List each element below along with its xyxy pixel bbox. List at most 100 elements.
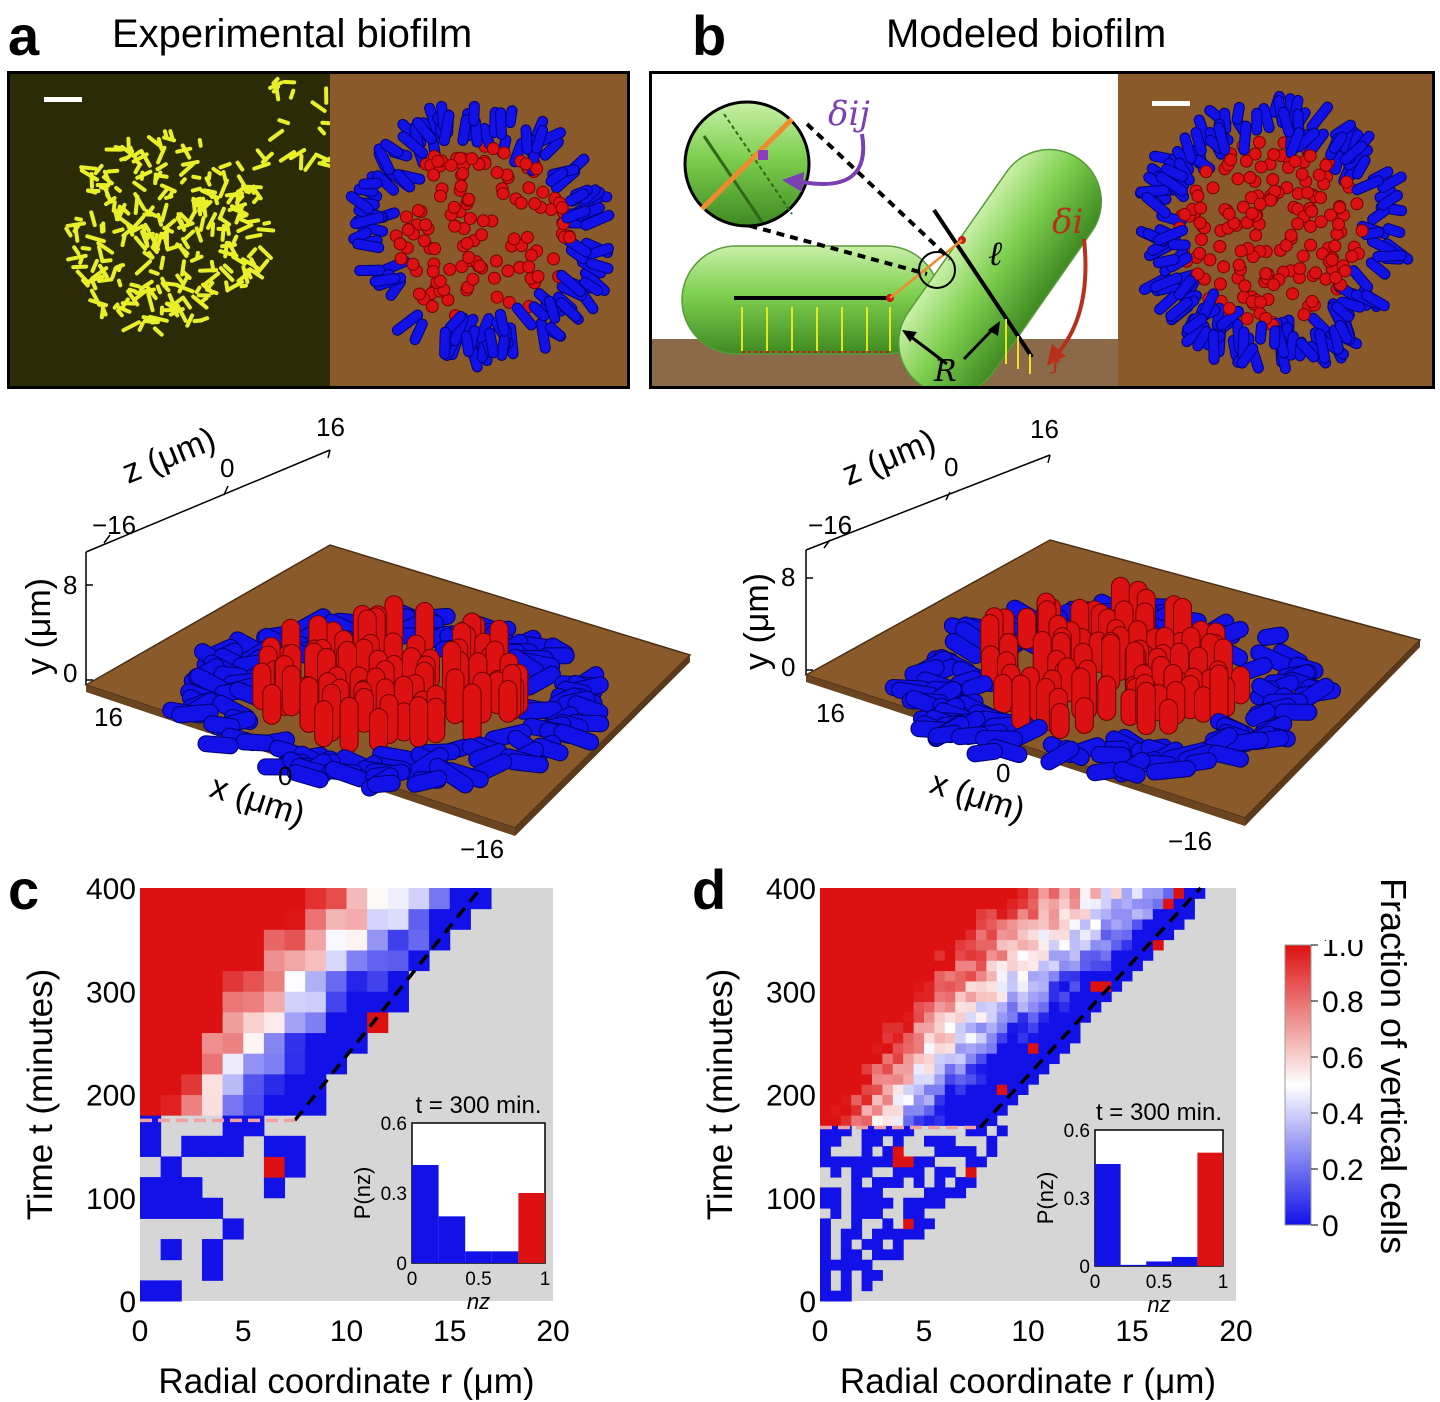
horizontal-cell-topview <box>585 257 614 274</box>
heatmap-cell <box>892 1104 904 1116</box>
heatmap-cell <box>934 888 946 899</box>
heatmap-cell <box>934 1084 946 1095</box>
heatmap-cell <box>284 929 306 951</box>
inset-y-label: P(nz) <box>350 1167 375 1220</box>
heatmap-cell <box>1100 939 1112 951</box>
x-tick-label: 20 <box>1219 1315 1252 1348</box>
heatmap-cell <box>861 1084 873 1095</box>
heatmap-cell <box>1080 970 1091 982</box>
x-tick-label: 0 <box>812 1315 829 1348</box>
x-axis-label: Radial coordinate r (μm) <box>840 1362 1216 1400</box>
heatmap-cell <box>243 1032 265 1054</box>
heatmap-cell <box>1007 929 1019 941</box>
heatmap-cell <box>830 980 842 992</box>
heatmap-cell <box>1007 1094 1019 1106</box>
heatmap-cell <box>181 908 203 930</box>
heatmap-cell <box>1069 929 1081 941</box>
y-axis-label-b: y (μm) <box>738 573 776 670</box>
y-axis-label: Time t (minutes) <box>21 969 60 1221</box>
heatmap-cell <box>160 1280 182 1302</box>
vertical-cell-topview <box>1253 197 1267 211</box>
inset-title: t = 300 min. <box>415 1092 541 1119</box>
heatmap-cell <box>882 939 894 951</box>
heatmap-cell <box>944 1042 956 1054</box>
vertical-cell-topview <box>1309 266 1323 280</box>
heatmap-cell <box>955 1187 967 1199</box>
heatmap-cell <box>903 970 915 982</box>
label-R: R <box>934 354 957 389</box>
heatmap-cell <box>872 898 883 910</box>
heatmap-cell <box>201 1135 224 1157</box>
heatmap-cell <box>965 1022 977 1034</box>
heatmap-cell <box>140 970 162 992</box>
horizontal-cell-topview <box>1336 296 1366 313</box>
horizontal-cell-topview <box>1382 223 1406 238</box>
vertical-cell-topview <box>1266 173 1280 187</box>
fluorescent-cell <box>155 284 163 295</box>
fluorescent-cell <box>211 166 223 176</box>
horizontal-cell-topview <box>1360 289 1390 312</box>
y-tick-a-0: 8 <box>63 570 77 600</box>
horizontal-cell-topview <box>354 264 386 277</box>
fluorescent-cell <box>160 202 169 223</box>
heatmap-cell <box>882 1115 894 1126</box>
heatmap-cell <box>1132 898 1143 910</box>
heatmap-cell <box>986 1115 998 1126</box>
horizontal-cell-topview <box>409 318 428 346</box>
heatmap-cell <box>201 888 224 910</box>
heatmap-cell <box>263 1177 286 1199</box>
heatmap-cell <box>1090 898 1102 910</box>
heatmap-cell <box>965 949 977 961</box>
heatmap-cell <box>284 991 306 1013</box>
vertical-cell-3d <box>993 673 1013 714</box>
heatmap-cell <box>934 1001 946 1013</box>
heatmap-cell <box>934 1197 946 1209</box>
heatmap-cell <box>934 1104 946 1116</box>
heatmap-cell <box>965 929 977 941</box>
vertical-cell-topview <box>460 236 474 250</box>
heatmap-cell <box>892 1011 904 1023</box>
heatmap-cell <box>840 918 852 930</box>
heatmap-cell <box>1048 1022 1060 1034</box>
heatmap-cell <box>955 929 967 941</box>
heatmap-cell <box>1028 1032 1039 1044</box>
fluorescent-cell <box>134 287 156 295</box>
heatmap-cell <box>820 1063 831 1075</box>
fluorescent-cell <box>244 184 263 190</box>
heatmap-cell <box>986 1063 998 1075</box>
vertical-cell-topview <box>522 181 536 195</box>
heatmap-cell <box>1080 991 1091 1003</box>
heatmap-cell <box>882 1156 894 1168</box>
horizontal-cell-topview <box>411 117 437 145</box>
vertical-cell-topview <box>1203 253 1217 267</box>
heatmap-cell <box>924 949 935 961</box>
heatmap-cell <box>913 970 925 982</box>
fluorescent-cell <box>180 143 192 160</box>
heatmap-cell <box>1069 1022 1081 1034</box>
heatmap-cell <box>840 1239 852 1250</box>
heatmap-cell <box>872 918 883 930</box>
heatmap-cell <box>840 1115 852 1126</box>
heatmap-cell <box>1059 1042 1071 1054</box>
vertical-cell-topview <box>1288 154 1302 168</box>
panel-a-image <box>7 71 630 389</box>
fluorescent-cell <box>133 192 147 212</box>
heatmap-cell <box>243 929 265 951</box>
heatmap-cell <box>160 1197 182 1219</box>
vertical-cell-topview <box>1325 253 1339 267</box>
heatmap-cell <box>160 991 182 1013</box>
heatmap-cell <box>924 888 935 899</box>
heatmap-cell <box>140 1115 162 1137</box>
heatmap-cell <box>861 970 873 982</box>
heatmap-cell <box>1028 1042 1039 1054</box>
heatmap-cell <box>830 1156 842 1168</box>
heatmap-cell <box>955 1053 967 1065</box>
horizontal-cell-3d <box>406 769 448 793</box>
heatmap-cell <box>892 970 904 982</box>
heatmap-cell <box>1007 1042 1019 1054</box>
heatmap-cell <box>1048 949 1060 961</box>
heatmap-cell <box>872 1001 883 1013</box>
heatmap-cell <box>1121 908 1133 920</box>
heatmap-cell <box>976 970 987 982</box>
heatmap-cell <box>840 929 852 941</box>
